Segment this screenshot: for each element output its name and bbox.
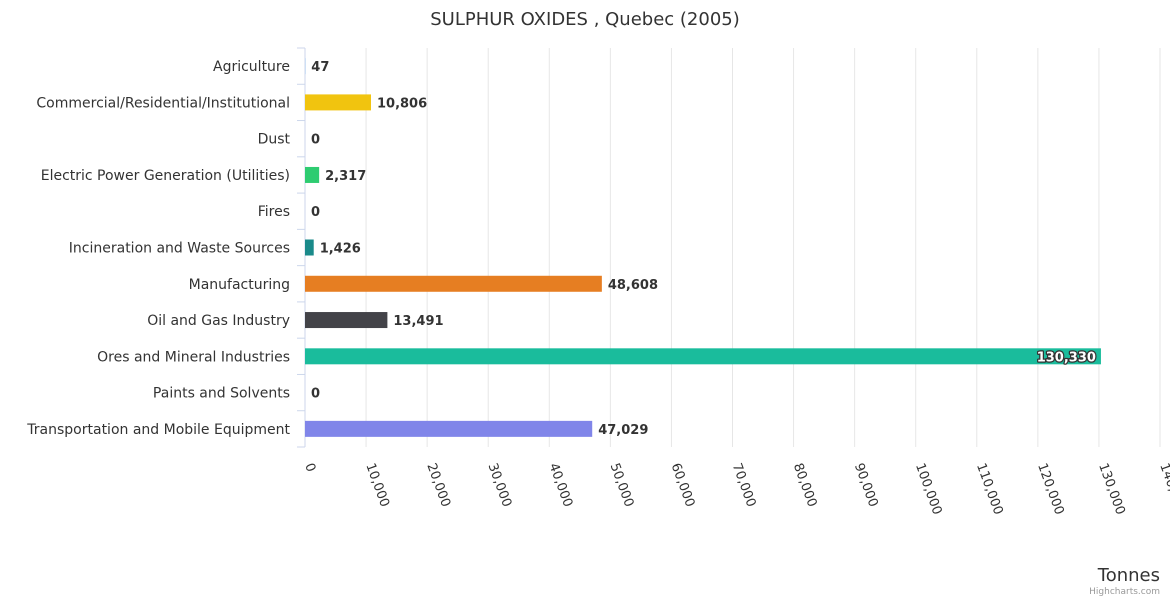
data-label: 47 <box>311 60 329 75</box>
bar[interactable] <box>305 348 1101 365</box>
category-label: Fires <box>258 204 290 220</box>
category-label: Commercial/Residential/Institutional <box>36 95 290 111</box>
credits-link[interactable]: Highcharts.com <box>1089 587 1160 597</box>
bar[interactable] <box>305 420 593 437</box>
data-label: 47,029 <box>598 423 648 438</box>
data-labels: 47 10,806 0 2,317 0 1,426 48,608 13,491 130,330 0… <box>311 60 1097 438</box>
data-label: 10,806 <box>377 96 427 111</box>
data-label: 48,608 <box>608 278 658 293</box>
data-label: 2,317 <box>325 169 366 184</box>
data-label: 0 <box>311 205 320 220</box>
bars <box>305 58 1101 437</box>
category-label: Oil and Gas Industry <box>147 313 290 329</box>
bar[interactable] <box>305 275 602 292</box>
category-label: Paints and Solvents <box>153 386 290 402</box>
bar[interactable] <box>305 94 371 111</box>
category-labels: Agriculture Commercial/Residential/Instit… <box>26 59 290 438</box>
category-label: Transportation and Mobile Equipment <box>26 422 290 438</box>
data-label: 0 <box>311 387 320 402</box>
category-label: Dust <box>258 132 291 148</box>
chart-title: SULPHUR OXIDES , Quebec (2005) <box>430 9 740 30</box>
category-label: Manufacturing <box>189 277 290 293</box>
category-label: Electric Power Generation (Utilities) <box>41 168 290 184</box>
bar[interactable] <box>305 239 314 256</box>
x-axis-title: Tonnes <box>1097 565 1160 586</box>
category-label: Ores and Mineral Industries <box>97 349 290 365</box>
bar[interactable] <box>305 166 320 183</box>
category-label: Incineration and Waste Sources <box>69 241 290 257</box>
gridlines <box>297 47 1161 448</box>
category-label: Agriculture <box>213 59 290 75</box>
data-label: 130,330 <box>1037 350 1096 365</box>
bar[interactable] <box>305 312 388 329</box>
data-label: 13,491 <box>393 314 443 329</box>
data-label: 1,426 <box>320 242 361 257</box>
data-label: 0 <box>311 133 320 148</box>
